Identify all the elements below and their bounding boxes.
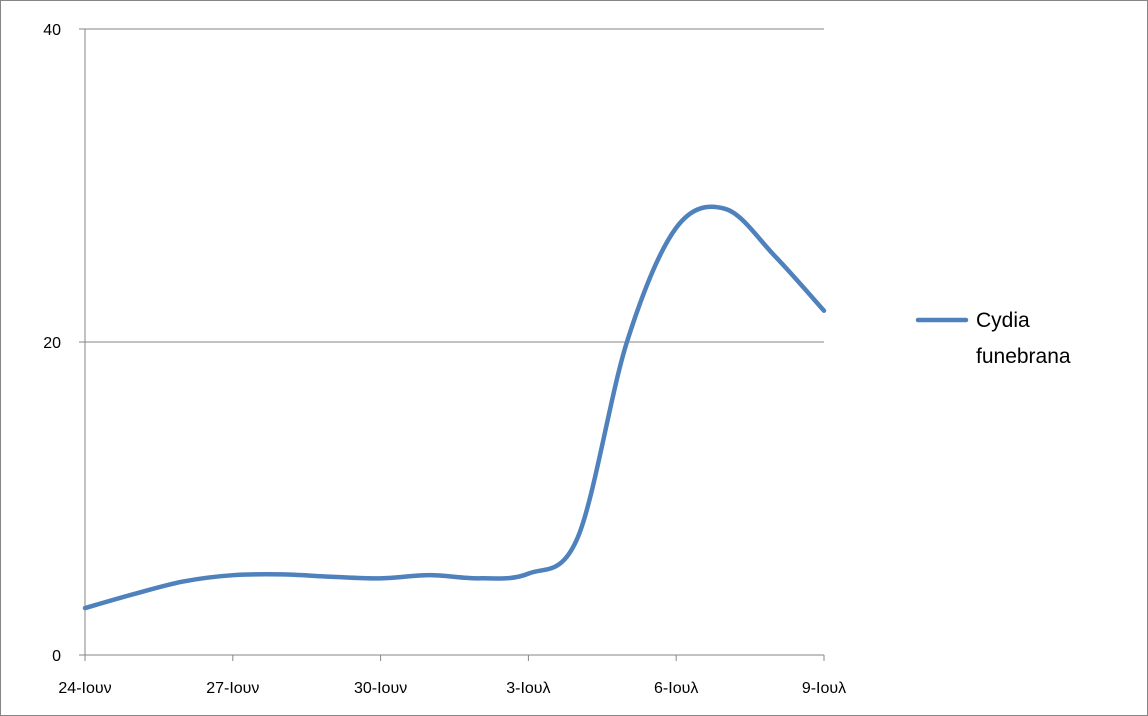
gridlines xyxy=(85,28,824,343)
y-tick-label: 0 xyxy=(52,648,61,665)
legend-label-line-1: Cydia xyxy=(976,309,1030,332)
legend: Cydia funebrana xyxy=(915,309,1071,368)
x-axis-ticks: 24-Ιουν 27-Ιουν 30-Ιουν 3-Ιουλ 6-Ιουλ 9-Ιουλ xyxy=(58,655,846,697)
x-tick-label: 3-Ιουλ xyxy=(506,680,550,697)
x-tick-label: 27-Ιουν xyxy=(206,680,259,697)
x-tick-label: 6-Ιουλ xyxy=(654,680,698,697)
x-tick-label: 30-Ιουν xyxy=(354,680,407,697)
x-tick-label: 24-Ιουν xyxy=(58,680,111,697)
x-tick-label: 9-Ιουλ xyxy=(802,680,846,697)
series-line-cydia-funebrana xyxy=(82,204,827,611)
series-layer xyxy=(82,204,827,611)
y-tick-label: 20 xyxy=(43,335,61,352)
y-axis-ticks: 0 20 40 xyxy=(43,22,85,665)
legend-label-line-2: funebrana xyxy=(976,345,1071,368)
y-tick-label: 40 xyxy=(43,22,61,39)
